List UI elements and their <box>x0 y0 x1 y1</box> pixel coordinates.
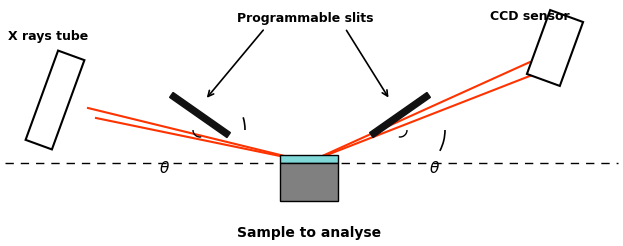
Polygon shape <box>26 51 84 149</box>
Text: CCD sensor: CCD sensor <box>490 10 569 23</box>
Text: X rays tube: X rays tube <box>8 30 88 43</box>
Text: $\theta$: $\theta$ <box>159 160 171 176</box>
Polygon shape <box>169 92 231 138</box>
Bar <box>280 163 338 201</box>
Text: Programmable slits: Programmable slits <box>237 12 373 25</box>
Text: Sample to analyse: Sample to analyse <box>237 226 381 240</box>
Polygon shape <box>369 92 430 138</box>
Polygon shape <box>527 10 583 86</box>
Text: $\theta$: $\theta$ <box>429 160 440 176</box>
Bar <box>280 155 338 163</box>
